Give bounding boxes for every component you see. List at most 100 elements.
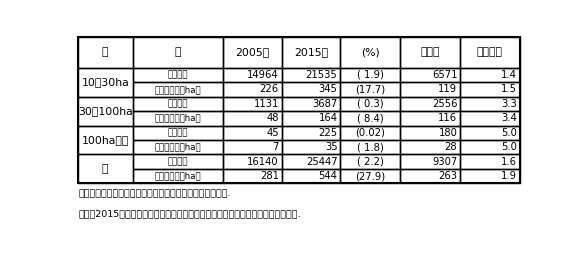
Bar (78, 125, 133, 154)
Bar (78, 97, 133, 125)
Text: 累積面積（千ha）: 累積面積（千ha） (154, 172, 201, 181)
Text: 226: 226 (260, 84, 279, 94)
Bar (133, 154, 223, 169)
Bar (133, 111, 223, 125)
Text: 注１）法人経営と家族（非法人）経営のみの集計値である.: 注１）法人経営と家族（非法人）経営のみの集計値である. (79, 190, 231, 199)
Bar (460, 97, 520, 111)
Text: 345: 345 (318, 84, 338, 94)
Text: 263: 263 (438, 171, 458, 181)
Bar (133, 68, 223, 82)
Bar (400, 37, 460, 68)
Text: (27.9): (27.9) (355, 171, 385, 181)
Bar (460, 111, 520, 125)
Bar (281, 97, 340, 111)
Bar (460, 169, 520, 183)
Text: 経営体数: 経営体数 (168, 99, 188, 108)
Text: 3687: 3687 (312, 99, 338, 109)
Text: (17.7): (17.7) (355, 84, 385, 94)
Bar (400, 125, 460, 140)
Text: 180: 180 (438, 128, 458, 138)
Text: (%): (%) (361, 47, 379, 57)
Text: 14964: 14964 (247, 70, 279, 80)
Text: 1.5: 1.5 (501, 84, 517, 94)
Text: ( 2.2): ( 2.2) (357, 157, 384, 167)
Text: 35: 35 (325, 142, 338, 152)
Bar (400, 68, 460, 82)
Bar (281, 169, 340, 183)
Bar (460, 125, 520, 140)
Bar (400, 169, 460, 183)
Bar (340, 140, 400, 154)
Bar (460, 68, 520, 82)
Text: 5.0: 5.0 (501, 142, 517, 152)
Bar (281, 37, 340, 68)
Bar (340, 125, 400, 140)
Text: 30～100ha: 30～100ha (78, 106, 133, 116)
Bar (400, 97, 460, 111)
Bar (400, 111, 460, 125)
Bar (223, 125, 281, 140)
Text: 119: 119 (438, 84, 458, 94)
Bar (460, 140, 520, 154)
Text: 10～30ha: 10～30ha (81, 77, 129, 87)
Bar (400, 140, 460, 154)
Text: 経営体数: 経営体数 (168, 70, 188, 80)
Text: 544: 544 (318, 171, 338, 181)
Bar (78, 37, 133, 68)
Text: 116: 116 (438, 113, 458, 123)
Bar (133, 82, 223, 97)
Text: 6571: 6571 (432, 70, 458, 80)
Bar (281, 125, 340, 140)
Bar (340, 154, 400, 169)
Bar (223, 82, 281, 97)
Text: 1131: 1131 (253, 99, 279, 109)
Text: 48: 48 (266, 113, 279, 123)
Text: 5.0: 5.0 (501, 128, 517, 138)
Bar (340, 97, 400, 111)
Text: 45: 45 (266, 128, 279, 138)
Text: 累積面積（千ha）: 累積面積（千ha） (154, 143, 201, 152)
Bar (223, 140, 281, 154)
Bar (340, 68, 400, 82)
Bar (460, 82, 520, 97)
Text: 経営体数: 経営体数 (168, 157, 188, 166)
Bar (340, 169, 400, 183)
Bar (281, 68, 340, 82)
Bar (223, 169, 281, 183)
Bar (223, 154, 281, 169)
Bar (340, 37, 400, 68)
Bar (281, 111, 340, 125)
Text: 1.6: 1.6 (501, 157, 517, 167)
Text: 計: 計 (102, 164, 108, 174)
Text: 累積面積（千ha）: 累積面積（千ha） (154, 85, 201, 94)
Bar (400, 82, 460, 97)
Text: 増加数: 増加数 (420, 47, 440, 57)
Bar (223, 111, 281, 125)
Bar (78, 68, 133, 97)
Bar (133, 169, 223, 183)
Text: 7: 7 (273, 142, 279, 152)
Text: 100ha以上: 100ha以上 (82, 135, 129, 145)
Text: 21535: 21535 (306, 70, 338, 80)
Text: ( 1.9): ( 1.9) (357, 70, 384, 80)
Text: ( 8.4): ( 8.4) (357, 113, 383, 123)
Text: ２）2015年の（　）内の数値は全水田経営体ならびに全水田面積に対する割合.: ２）2015年の（ ）内の数値は全水田経営体ならびに全水田面積に対する割合. (79, 209, 301, 218)
Text: 25447: 25447 (306, 157, 338, 167)
Text: 層: 層 (175, 47, 181, 57)
Bar (223, 68, 281, 82)
Bar (460, 37, 520, 68)
Bar (340, 82, 400, 97)
Bar (223, 97, 281, 111)
Text: 1.9: 1.9 (501, 171, 517, 181)
Text: 経営体数: 経営体数 (168, 128, 188, 137)
Text: 2015年: 2015年 (293, 47, 328, 57)
Text: 階: 階 (102, 47, 108, 57)
Bar (281, 82, 340, 97)
Text: (0.02): (0.02) (356, 128, 385, 138)
Text: 1.4: 1.4 (501, 70, 517, 80)
Text: 225: 225 (318, 128, 338, 138)
Bar (133, 37, 223, 68)
Text: 9307: 9307 (432, 157, 458, 167)
Text: 164: 164 (318, 113, 338, 123)
Bar (460, 154, 520, 169)
